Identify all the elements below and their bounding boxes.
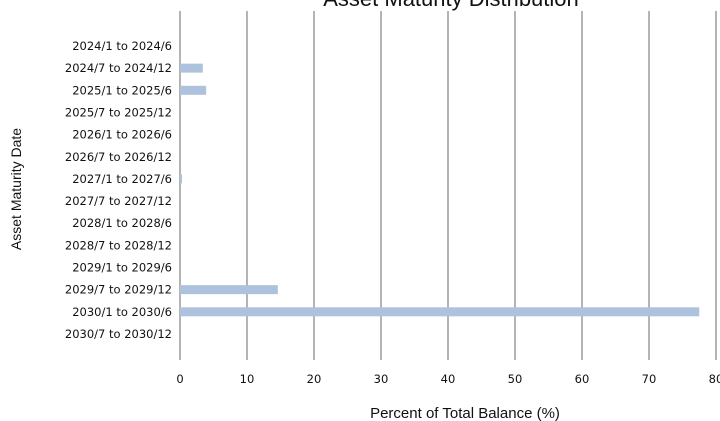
category-label: 2027/7 to 2027/12: [65, 194, 172, 208]
bar: [180, 85, 207, 95]
category-label: 2025/7 to 2025/12: [65, 105, 172, 119]
x-tick-label: 60: [575, 372, 590, 386]
x-tick-label: 20: [307, 372, 322, 386]
bars: [180, 63, 700, 317]
category-labels: 2024/1 to 2024/6 2024/7 to 2024/12 2025/1 …: [65, 39, 172, 341]
category-label: 2025/1 to 2025/6: [72, 83, 172, 97]
bar: [180, 307, 700, 317]
x-tick-label: 30: [374, 372, 389, 386]
x-tick-label: 10: [240, 372, 255, 386]
gridlines: [179, 11, 717, 360]
y-axis-label: Asset Maturity Date: [8, 128, 24, 250]
bar: [180, 174, 183, 184]
x-tick-label: 0: [176, 372, 183, 386]
x-tick-label: 70: [642, 372, 657, 386]
bar: [180, 285, 278, 295]
chart-title: Asset Maturity Distribution: [323, 0, 579, 11]
category-label: 2024/7 to 2024/12: [65, 61, 172, 75]
x-axis-label: Percent of Total Balance (%): [370, 405, 560, 421]
category-label: 2028/7 to 2028/12: [65, 238, 172, 252]
x-tick-labels: 0 10 20 30 40 50 60 70 80: [176, 372, 720, 386]
x-tick-label: 50: [508, 372, 523, 386]
category-label: 2026/7 to 2026/12: [65, 150, 172, 164]
category-label: 2030/1 to 2030/6: [72, 305, 172, 319]
category-label: 2030/7 to 2030/12: [65, 327, 172, 341]
x-tick-label: 40: [441, 372, 456, 386]
category-label: 2024/1 to 2024/6: [72, 39, 172, 53]
category-label: 2027/1 to 2027/6: [72, 172, 172, 186]
category-label: 2026/1 to 2026/6: [72, 128, 172, 142]
x-tick-label: 80: [709, 372, 720, 386]
category-label: 2029/7 to 2029/12: [65, 283, 172, 297]
category-label: 2029/1 to 2029/6: [72, 261, 172, 275]
bar: [180, 63, 203, 73]
category-label: 2028/1 to 2028/6: [72, 216, 172, 230]
